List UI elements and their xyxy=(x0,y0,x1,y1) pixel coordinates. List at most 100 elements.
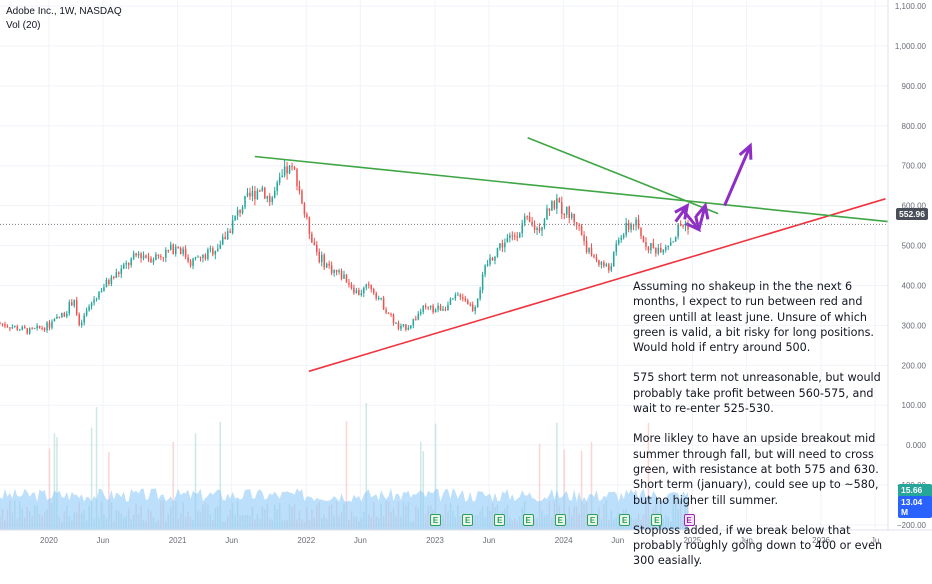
candle-body xyxy=(481,274,484,291)
candle-body xyxy=(392,314,395,323)
projection-arrow-rebound[interactable] xyxy=(697,205,707,230)
candle-body xyxy=(476,298,479,308)
candle-body xyxy=(85,310,88,316)
candle-body xyxy=(434,309,437,313)
candle-body xyxy=(246,192,249,196)
earnings-marker[interactable]: E xyxy=(683,514,695,526)
candle-body xyxy=(397,322,400,329)
candle-body xyxy=(147,257,150,259)
candle-body xyxy=(316,244,318,252)
candle-body xyxy=(105,280,108,288)
candle-body xyxy=(308,217,311,234)
candle-body xyxy=(471,304,474,311)
candle-body xyxy=(303,203,306,215)
earnings-marker[interactable]: E xyxy=(429,514,441,526)
analysis-note[interactable]: Assuming no shakeup in the the next 6 mo… xyxy=(633,279,883,584)
candle-body xyxy=(283,166,286,176)
candle-body xyxy=(556,198,558,209)
candle-body xyxy=(103,287,105,291)
candle-body xyxy=(417,313,420,320)
candle-body xyxy=(454,295,457,299)
candle-body xyxy=(363,287,365,294)
projection-arrow-breakout[interactable] xyxy=(723,145,752,207)
candle-body xyxy=(410,325,412,328)
candle-body xyxy=(26,328,28,334)
candle-body xyxy=(162,256,165,258)
time-tick-label: 2021 xyxy=(169,536,187,545)
candle-body xyxy=(632,224,635,226)
candle-body xyxy=(31,328,33,330)
candle-body xyxy=(298,186,301,191)
candle-body xyxy=(276,182,278,192)
candle-body xyxy=(635,219,637,226)
candle-body xyxy=(647,246,650,251)
earnings-marker[interactable]: E xyxy=(554,514,566,526)
candle-body xyxy=(4,324,6,327)
candle-body xyxy=(575,222,578,226)
price-tick-label: 300.00 xyxy=(902,321,927,330)
candle-body xyxy=(613,251,615,267)
volume-badge-b: 13.04 M xyxy=(898,496,932,518)
candle-body xyxy=(429,305,432,308)
candle-body xyxy=(479,290,481,299)
price-axis[interactable]: 1,100.00 1,000.00 900.00 800.00 700.00 600.00… xyxy=(887,0,927,530)
candle-body xyxy=(380,297,382,299)
resistance-trendline[interactable] xyxy=(254,155,889,223)
candle-body xyxy=(286,166,288,174)
candle-body xyxy=(400,325,402,329)
candle-body xyxy=(63,313,66,317)
candle-body xyxy=(132,253,135,259)
volume-bar xyxy=(434,423,437,530)
candle-body xyxy=(491,257,494,261)
candle-body xyxy=(58,316,61,318)
last-price-badge: 552.96 xyxy=(896,208,928,220)
candle-body xyxy=(350,284,353,288)
candle-body xyxy=(415,318,417,320)
earnings-marker[interactable]: E xyxy=(462,514,474,526)
candle-body xyxy=(667,245,669,247)
candle-body xyxy=(600,262,603,265)
candle-body xyxy=(662,250,665,253)
candle-body xyxy=(432,305,434,313)
candle-body xyxy=(442,309,444,311)
candle-body xyxy=(90,303,93,307)
candle-body xyxy=(561,202,563,214)
candle-body xyxy=(335,270,338,272)
candle-body xyxy=(620,237,622,240)
volume-bar xyxy=(53,433,56,530)
candle-body xyxy=(127,262,130,266)
candle-body xyxy=(598,260,600,265)
earnings-marker[interactable]: E xyxy=(587,514,598,526)
volume-bar xyxy=(647,422,650,530)
price-tick-label: 400.00 xyxy=(902,281,927,290)
candle-body xyxy=(204,254,207,259)
candle-body xyxy=(338,270,340,272)
earnings-marker[interactable]: E xyxy=(494,514,506,526)
symbol-title[interactable]: Adobe Inc., 1W, NASDAQ xyxy=(6,6,122,17)
short-term-resistance-trendline[interactable] xyxy=(527,136,719,215)
candle-body xyxy=(593,255,595,258)
time-axis[interactable]: 2020 Jun 2021 Jun 2022 Jun 2023 Jun 2024 Jun 2025 J… xyxy=(0,529,932,545)
projection-arrow-down[interactable] xyxy=(680,207,700,231)
volume-bar xyxy=(48,448,51,530)
candle-body xyxy=(6,326,9,328)
volume-bar xyxy=(90,427,93,530)
candle-body xyxy=(494,256,496,261)
candle-body xyxy=(474,307,476,311)
candle-body xyxy=(353,287,355,293)
candle-body xyxy=(135,253,137,256)
drawings xyxy=(0,136,889,373)
candle-body xyxy=(387,312,390,314)
candle-body xyxy=(333,270,335,273)
volume-indicator-label[interactable]: Vol (20) xyxy=(6,20,41,31)
earnings-marker[interactable]: E xyxy=(619,514,631,526)
earnings-marker[interactable]: E xyxy=(522,514,534,526)
candle-body xyxy=(306,214,308,218)
candle-body xyxy=(573,213,575,223)
earnings-marker[interactable]: E xyxy=(651,514,663,526)
candle-body xyxy=(177,246,179,249)
candle-body xyxy=(311,233,313,243)
chart-canvas[interactable]: 1,100.00 1,000.00 900.00 800.00 700.00 600.00… xyxy=(0,0,932,550)
candle-body xyxy=(217,248,219,251)
support-trendline[interactable] xyxy=(308,198,886,373)
